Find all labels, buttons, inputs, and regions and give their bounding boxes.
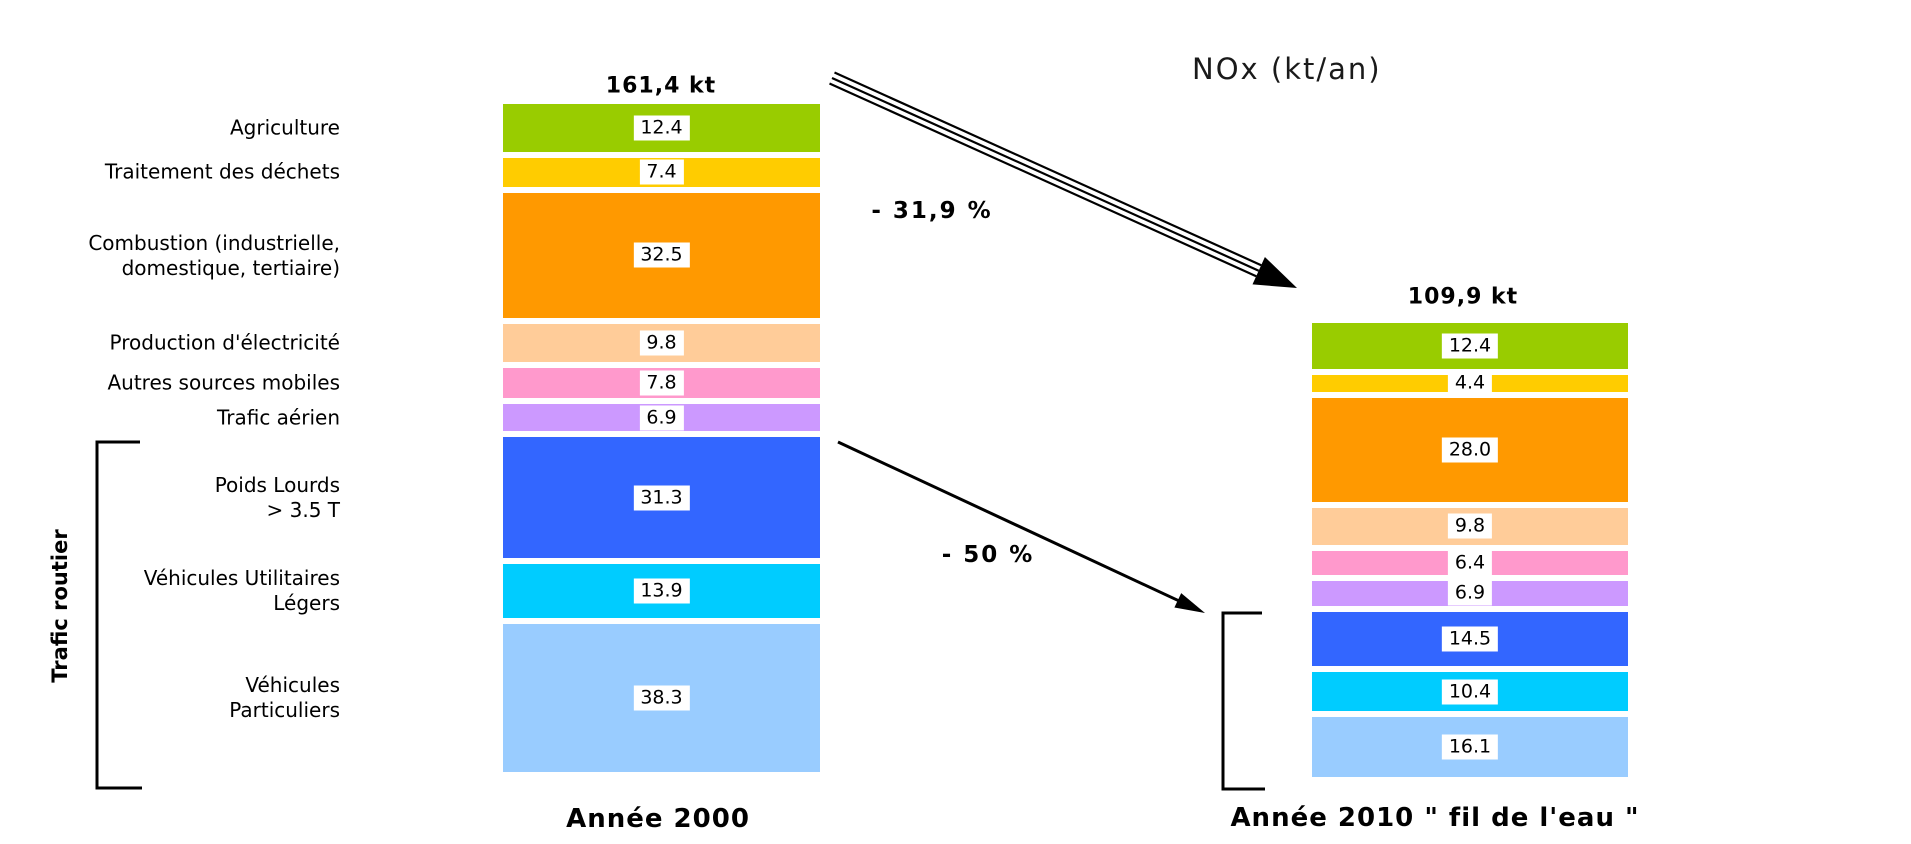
segment-value-label: 9.8	[1447, 513, 1493, 539]
category-label-1: Agriculture	[230, 115, 340, 140]
bar-segment-2000-4: 9.8	[503, 324, 820, 363]
category-label-8: Véhicules Utilitaires Légers	[143, 566, 340, 616]
bar-segment-2000-9: 38.3	[503, 624, 820, 773]
segment-value-label: 9.8	[639, 330, 684, 356]
category-label-2: Traitement des déchets	[104, 159, 340, 184]
segment-value-label: 12.4	[1441, 333, 1499, 359]
segment-value-label: 4.4	[1447, 370, 1493, 396]
segment-value-label: 7.8	[639, 370, 684, 396]
segment-value-label: 7.4	[639, 159, 684, 185]
bar-segment-2010-1: 12.4	[1312, 323, 1628, 370]
bracket-trafic-routier-2010	[1221, 611, 1265, 791]
bar-segment-2010-8: 10.4	[1312, 672, 1628, 712]
bar-segment-2010-2: 4.4	[1312, 370, 1628, 396]
bar-segment-2010-9: 16.1	[1312, 717, 1628, 778]
total-decrease-arrow	[829, 71, 1297, 288]
stacked-bar-2000: 12.4 7.4 32.5 9.8 7.8 6.9 31.3 13.9 38.3	[503, 104, 820, 773]
bar-segment-2000-8: 13.9	[503, 564, 820, 619]
segment-value-label: 28.0	[1441, 437, 1499, 463]
bar-segment-2000-6: 6.9	[503, 404, 820, 432]
annotation-total-decrease: - 31,9 %	[871, 198, 993, 224]
stacked-bar-2010: 12.4 4.4 28.0 9.8 6.4 6.9 14.5 10.4 16.1	[1312, 323, 1628, 778]
total-2000: 161,4 kt	[605, 73, 717, 99]
bar-segment-2010-4: 9.8	[1312, 508, 1628, 545]
axis-label-2000: Année 2000	[566, 804, 750, 834]
bar-segment-2010-7: 14.5	[1312, 612, 1628, 667]
bar-segment-2010-3: 28.0	[1312, 397, 1628, 503]
segment-value-label: 6.9	[1447, 580, 1493, 606]
segment-value-label: 38.3	[633, 685, 690, 711]
axis-label-2010: Année 2010 " fil de l'eau "	[1230, 803, 1640, 833]
bar-segment-2000-5: 7.8	[503, 368, 820, 399]
bar-segment-2010-6: 6.9	[1312, 580, 1628, 607]
total-2010: 109,9 kt	[1407, 284, 1519, 310]
bar-segment-2010-5: 6.4	[1312, 550, 1628, 576]
annotation-traffic-decrease: - 50 %	[941, 542, 1035, 568]
segment-value-label: 16.1	[1441, 734, 1499, 760]
segment-value-label: 31.3	[633, 485, 690, 511]
segment-value-label: 6.4	[1447, 550, 1493, 576]
traffic-decrease-arrow	[837, 440, 1205, 613]
segment-value-label: 10.4	[1441, 679, 1499, 705]
category-label-4: Production d'électricité	[109, 330, 340, 355]
category-label-5: Autres sources mobiles	[107, 370, 340, 395]
segment-value-label: 6.9	[639, 405, 684, 431]
category-label-6: Trafic aérien	[216, 405, 340, 430]
segment-value-label: 13.9	[633, 578, 690, 604]
bar-segment-2000-2: 7.4	[503, 157, 820, 187]
category-label-7: Poids Lourds > 3.5 T	[214, 472, 340, 522]
category-label-9: Véhicules Particuliers	[229, 673, 340, 723]
bar-segment-2000-3: 32.5	[503, 192, 820, 319]
category-label-3: Combustion (industrielle, domestique, ter…	[88, 230, 340, 280]
bar-segment-2000-1: 12.4	[503, 104, 820, 152]
segment-value-label: 12.4	[633, 115, 690, 141]
segment-value-label: 14.5	[1441, 626, 1499, 652]
chart-title: NOx (kt/an)	[1192, 52, 1382, 86]
segment-value-label: 32.5	[633, 242, 690, 268]
bar-segment-2000-7: 31.3	[503, 437, 820, 559]
